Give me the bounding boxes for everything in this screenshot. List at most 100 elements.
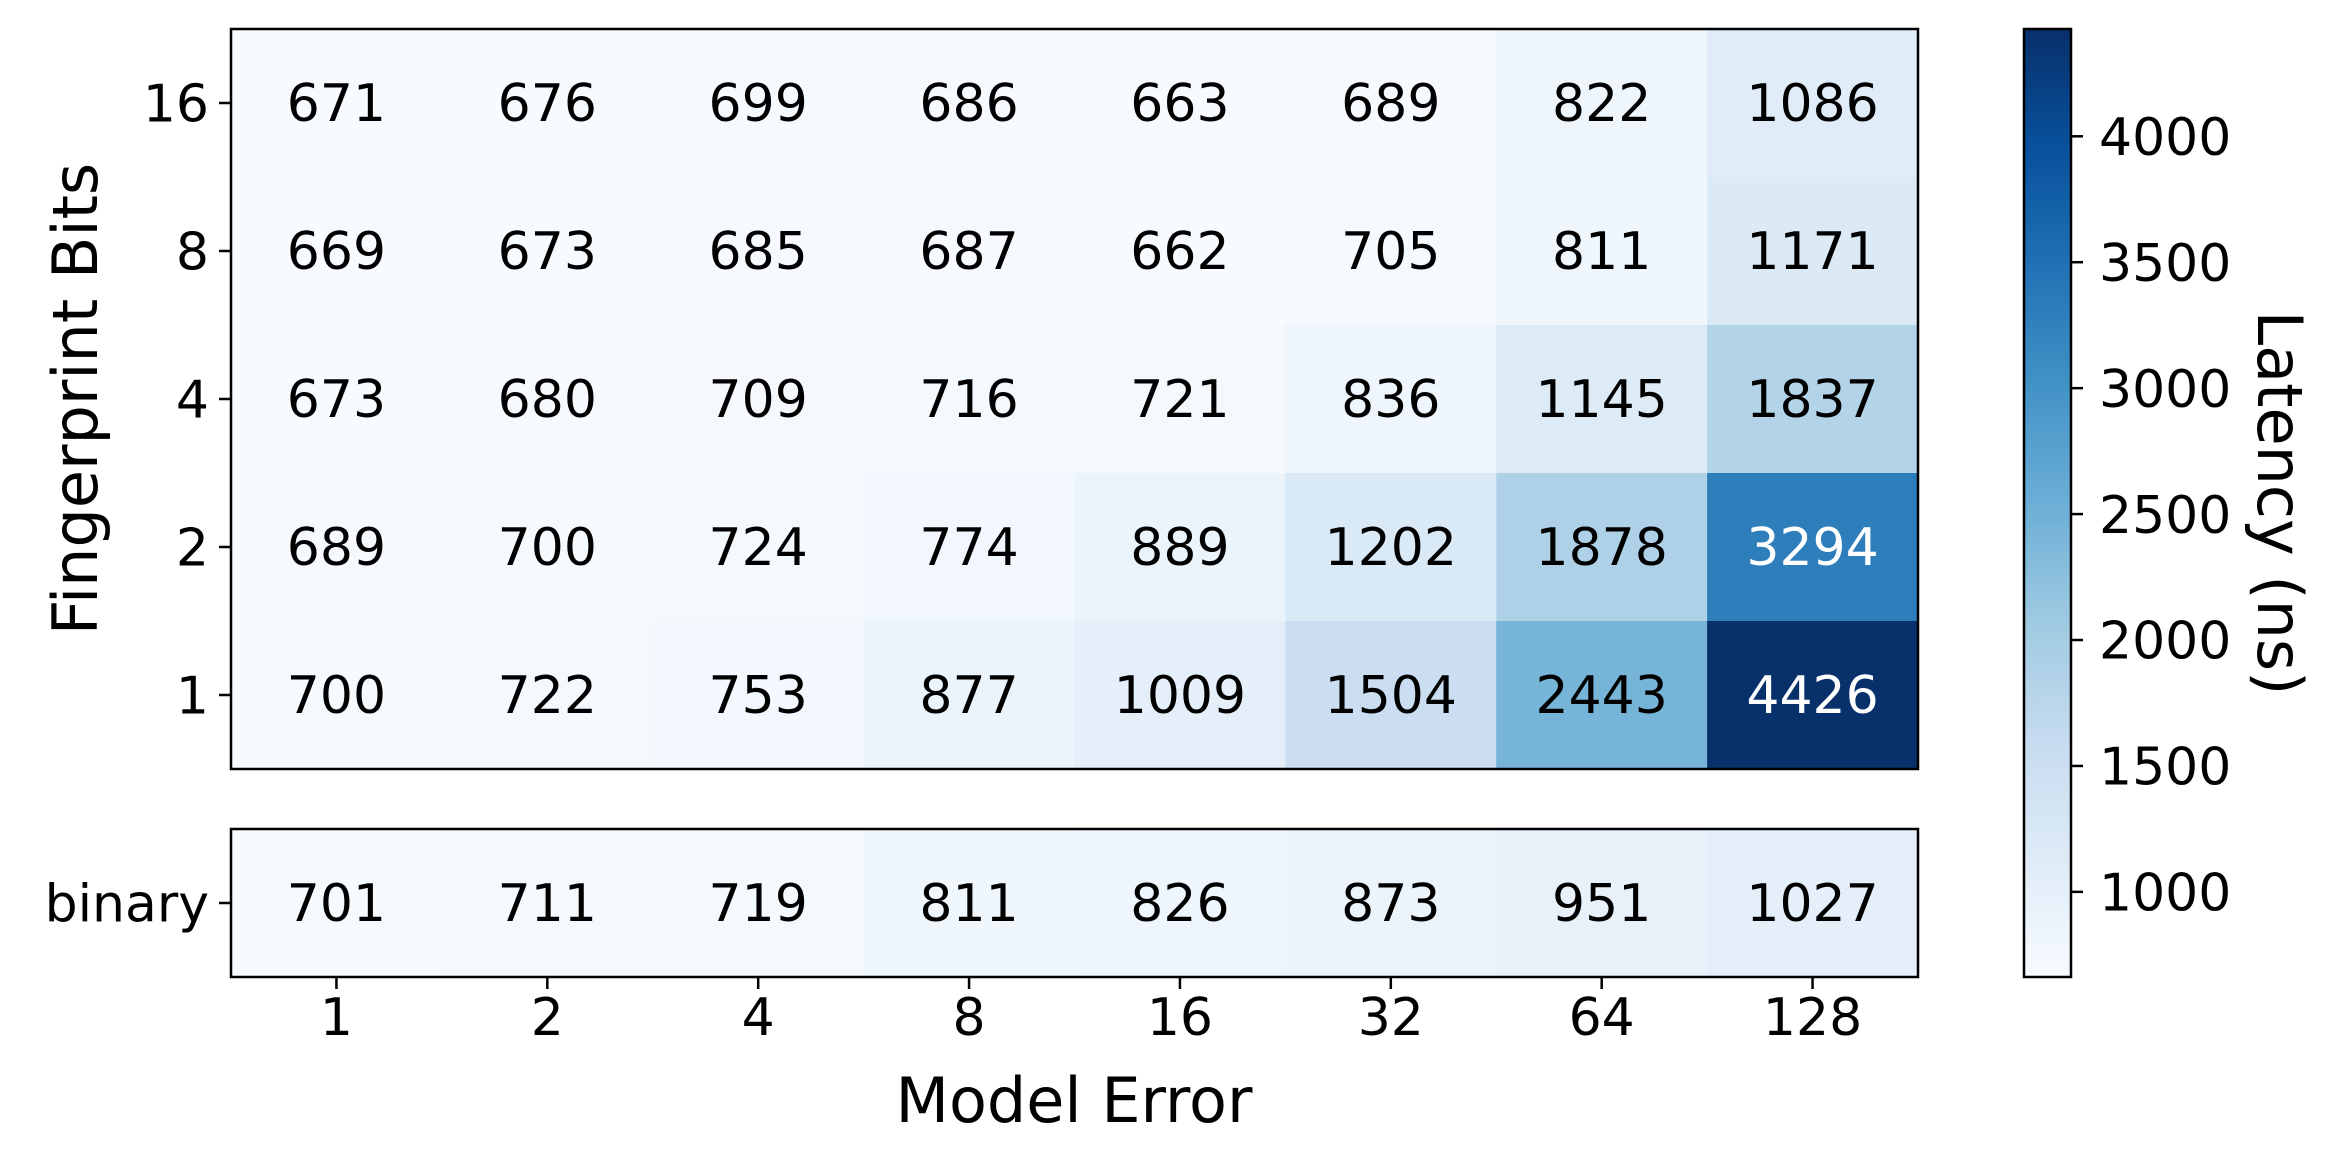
binary-cell [1285,829,1497,977]
heatmap-cell [1707,29,1919,178]
heatmap-cell [1496,325,1708,474]
heatmap-cell [1496,621,1708,770]
cell-value-label: 4426 [1746,666,1878,726]
heatmap-cell [863,473,1076,622]
binary-cell [1496,829,1708,977]
cell-value-label: 716 [919,370,1018,430]
cell-value-label: 663 [1130,74,1229,134]
colorbar [2022,27,2073,979]
binary-cell [652,829,865,977]
cell-value-label: 700 [287,666,386,726]
heatmap-cell [441,325,654,474]
binary-row-tick: binary [45,875,231,935]
binary-value-label: 951 [1552,874,1651,934]
cell-value-label: 1837 [1746,370,1878,430]
heatmap-cell [1285,621,1497,770]
cell-value-label: 1009 [1114,666,1246,726]
colorbar-tick-label: 2500 [2099,486,2231,546]
colorbar-tick-label: 2000 [2099,612,2231,672]
colorbar-tick-label: 1500 [2099,738,2231,798]
heatmap-cell [1707,325,1919,474]
heatmap-cell [652,29,865,178]
cell-value-label: 3294 [1746,518,1878,578]
cell-value-label: 877 [919,666,1018,726]
cell-value-label: 2443 [1536,666,1668,726]
cell-value-label: 1086 [1746,74,1878,134]
y-tick-label: 4 [176,371,209,431]
x-tick-label: 16 [1147,988,1213,1048]
x-tick-label: 32 [1358,988,1424,1048]
cell-value-label: 724 [709,518,808,578]
binary-value-label: 1027 [1746,874,1878,934]
heatmap-cell [1496,177,1708,326]
x-tick-label: 1 [320,988,353,1048]
heatmap-cell [1496,29,1708,178]
colorbar-ticks: 1000 1500 2000 2500 3000 3500 4000 [2071,108,2231,924]
heatmap-cell [231,177,443,326]
x-axis-ticks: 1 2 4 8 16 32 64 128 [320,977,1862,1048]
heatmap-cell [231,325,443,474]
heatmap-cell [441,473,654,622]
cell-value-label: 836 [1341,370,1440,430]
cell-value-label: 753 [709,666,808,726]
cell-value-label: 673 [498,222,597,282]
heatmap-cell [231,29,443,178]
binary-value-label: 701 [287,874,386,934]
cell-value-label: 1878 [1536,518,1668,578]
binary-value-label: 826 [1130,874,1229,934]
main-heatmap-cells [231,29,1919,770]
cell-value-label: 669 [287,222,386,282]
cell-value-label: 687 [919,222,1018,282]
cell-value-label: 811 [1552,222,1651,282]
binary-tick-label: binary [45,875,209,935]
binary-value-label: 811 [919,874,1018,934]
cell-value-label: 689 [287,518,386,578]
x-tick-label: 2 [531,988,564,1048]
x-tick-label: 8 [953,988,986,1048]
cell-value-label: 671 [287,74,386,134]
heatmap-cell [1074,621,1286,770]
cell-value-label: 822 [1552,74,1651,134]
binary-value-label: 873 [1341,874,1440,934]
heatmap-cell [863,29,1076,178]
cell-value-label: 705 [1341,222,1440,282]
heatmap-cell [1074,29,1286,178]
binary-cell [1707,829,1919,977]
colorbar-tick-label: 3000 [2099,360,2231,420]
heatmap-cell [1707,621,1919,770]
heatmap-cell [1496,473,1708,622]
heatmap-cell [441,177,654,326]
x-tick-label: 128 [1763,988,1862,1048]
binary-value-label: 719 [709,874,808,934]
y-tick-label: 16 [143,75,209,135]
y-tick-label: 1 [176,667,209,727]
cell-value-label: 699 [709,74,808,134]
cell-value-label: 709 [709,370,808,430]
cell-value-label: 721 [1130,370,1229,430]
cell-value-label: 889 [1130,518,1229,578]
binary-value-label: 711 [498,874,597,934]
heatmap-cell [1285,473,1497,622]
y-axis-label: Fingerprint Bits [39,163,112,635]
heatmap-cell [1707,177,1919,326]
cell-value-label: 722 [498,666,597,726]
heatmap-cell [1074,177,1286,326]
heatmap-cell [1707,473,1919,622]
y-tick-label: 2 [176,519,209,579]
colorbar-tick-label: 4000 [2099,108,2231,168]
heatmap-cell [1285,29,1497,178]
binary-cell [441,829,654,977]
cell-value-label: 685 [709,222,808,282]
binary-row-cells [231,829,1919,977]
x-tick-label: 4 [742,988,775,1048]
heatmap-cell [1074,473,1286,622]
binary-cell [1074,829,1286,977]
cell-value-label: 774 [919,518,1018,578]
heatmap-cell [1285,177,1497,326]
heatmap-cell [863,325,1076,474]
cell-value-label: 680 [498,370,597,430]
cell-value-label: 689 [1341,74,1440,134]
heatmap-cell [441,29,654,178]
cell-value-label: 1145 [1536,370,1668,430]
